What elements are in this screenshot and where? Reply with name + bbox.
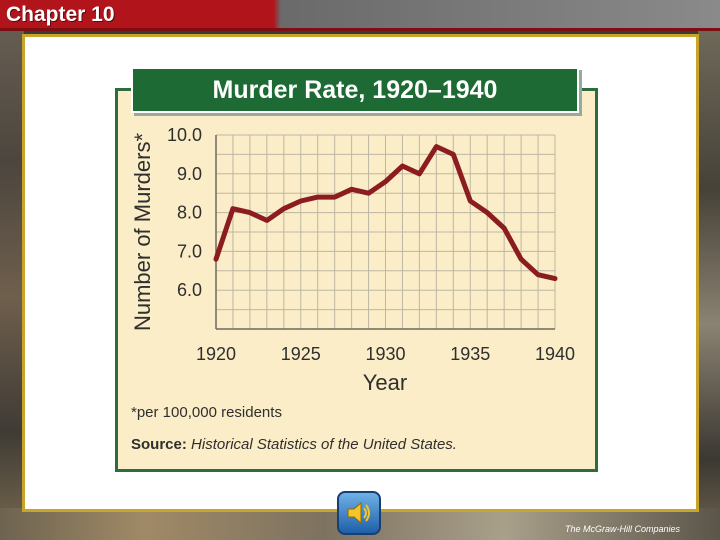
x-tick-label: 1920 [196,344,236,364]
chart-ticks: 10.0 9.0 8.0 7.0 6.0 1920 1925 1930 1935 1940 [167,125,575,364]
y-tick-label: 9.0 [177,164,202,184]
background-photo-right [698,0,720,540]
chart-axes [215,135,555,330]
audio-button[interactable] [337,491,381,535]
y-tick-label: 8.0 [177,203,202,223]
source-label: Source: [131,436,187,453]
y-tick-label: 7.0 [177,241,202,261]
chapter-label: Chapter 10 [0,0,151,30]
x-tick-label: 1930 [365,344,405,364]
x-axis-title: Year [363,370,407,395]
x-tick-label: 1925 [281,344,321,364]
y-axis-title: Number of Murders* [130,133,155,332]
source-text: Historical Statistics of the United Stat… [191,436,457,453]
x-tick-label: 1940 [535,344,575,364]
y-tick-label: 10.0 [167,125,202,145]
y-tick-label: 6.0 [177,280,202,300]
x-tick-label: 1935 [450,344,490,364]
chart-grid [215,134,556,330]
background-photo-left [0,0,24,540]
chart-plot [213,144,558,282]
footnote: *per 100,000 residents [131,404,282,421]
chart-title-bar: Murder Rate, 1920–1940 [131,67,579,113]
source-line: Source: Historical Statistics of the Uni… [131,436,457,453]
publisher-label: The McGraw-Hill Companies [564,524,680,534]
header-divider [0,28,720,31]
speaker-icon [347,501,370,525]
chart-title: Murder Rate, 1920–1940 [212,76,498,104]
